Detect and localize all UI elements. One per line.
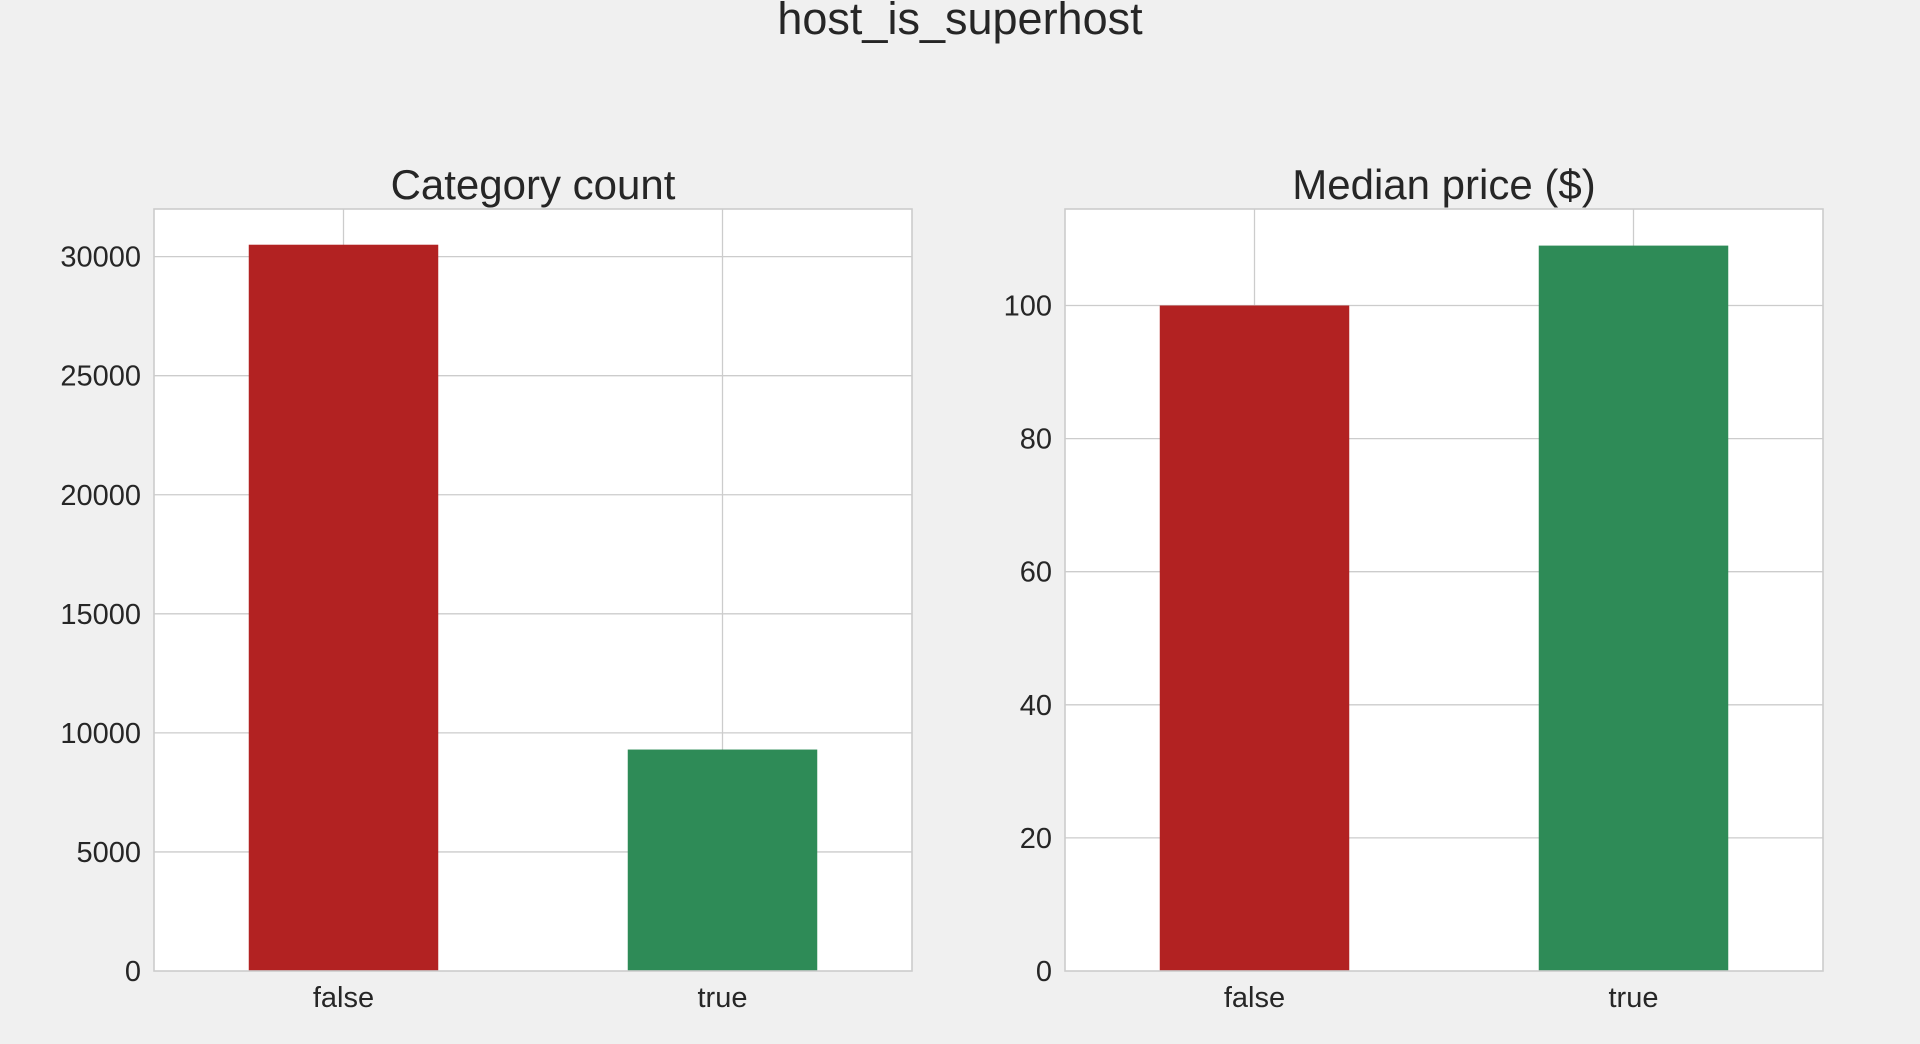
- chart-title: Median price ($): [1292, 161, 1595, 208]
- bar-true: [1538, 245, 1729, 972]
- y-tick-label: 0: [125, 956, 141, 988]
- bars: [1159, 245, 1729, 972]
- x-tick-label: false: [313, 982, 374, 1014]
- y-axis-ticks: 0 20 40 60 80 100: [1004, 290, 1052, 988]
- y-tick-label: 0: [1036, 956, 1052, 988]
- x-axis-ticks: false true: [313, 982, 748, 1014]
- y-tick-label: 25000: [60, 361, 141, 393]
- x-tick-label: true: [1609, 982, 1659, 1014]
- bar-false: [1159, 305, 1350, 971]
- plot-frame: [153, 208, 913, 972]
- y-tick-label: 80: [1020, 424, 1052, 456]
- y-tick-label: 15000: [60, 599, 141, 631]
- y-tick-label: 10000: [60, 718, 141, 750]
- figure-title: host_is_superhost: [777, 0, 1143, 44]
- plot-frame: [1064, 208, 1824, 972]
- y-tick-label: 100: [1004, 290, 1052, 322]
- x-axis-ticks: false true: [1224, 982, 1659, 1014]
- bar-true: [627, 749, 818, 971]
- median-price-chart: Median price ($) 0 20 40 60 80 100 false true: [1004, 161, 1824, 1014]
- bars: [248, 244, 818, 971]
- y-tick-label: 60: [1020, 557, 1052, 589]
- x-tick-label: true: [698, 982, 748, 1014]
- y-tick-label: 30000: [60, 242, 141, 274]
- y-tick-label: 20000: [60, 480, 141, 512]
- y-tick-label: 20: [1020, 823, 1052, 855]
- category-count-chart: Category count 0 5000 10000 15000 20000 25000…: [60, 161, 913, 1014]
- y-tick-label: 5000: [76, 837, 141, 869]
- bar-false: [248, 244, 439, 971]
- chart-title: Category count: [391, 161, 676, 208]
- x-tick-label: false: [1224, 982, 1285, 1014]
- y-tick-label: 40: [1020, 690, 1052, 722]
- y-axis-ticks: 0 5000 10000 15000 20000 25000 30000: [60, 242, 141, 988]
